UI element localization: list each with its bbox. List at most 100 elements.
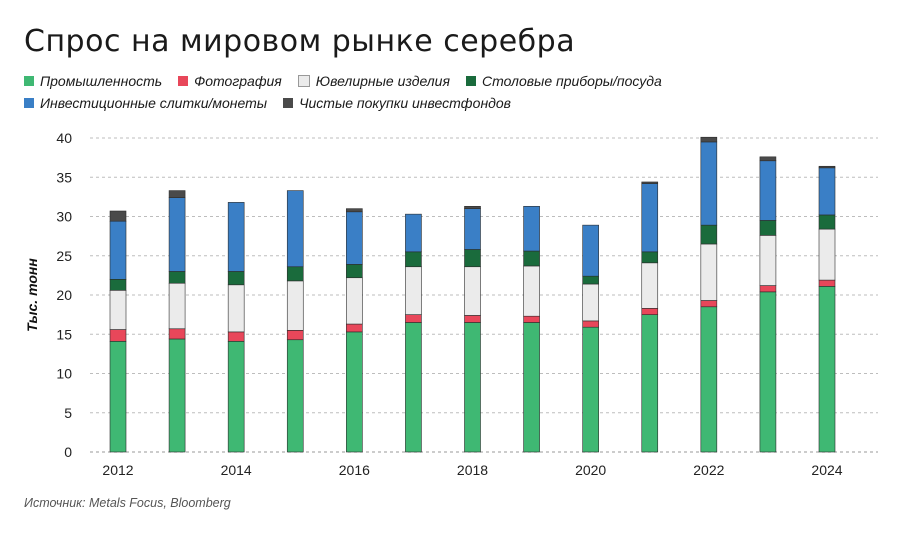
x-axis-ticks: 2012 2014 2016 2018 2020 2022 2024: [102, 462, 842, 478]
bar-segment: [346, 277, 363, 325]
chart-title: Спрос на мировом рынке серебра: [24, 24, 576, 59]
bar-segment: [227, 271, 245, 286]
y-tick-label: 40: [56, 130, 72, 146]
bar-segment: [464, 205, 481, 209]
bar-segment: [109, 329, 127, 342]
y-tick-label: 10: [56, 366, 72, 382]
bar-segment: [641, 181, 659, 184]
legend-label: Промышленность: [40, 73, 163, 89]
bar-segment: [700, 136, 718, 143]
bar-segment: [759, 220, 777, 236]
bar-segment: [582, 326, 599, 453]
bar-segment: [700, 141, 718, 226]
bar-segment: [168, 338, 186, 453]
bar-segment: [641, 262, 659, 309]
source-note: Источник: Metals Focus, Bloomberg: [24, 496, 231, 510]
y-tick-label: 0: [64, 444, 72, 460]
bar-segment: [464, 208, 481, 250]
legend-row-1: Промышленность Фотография Ювелирные изде…: [24, 70, 904, 92]
legend-item-jewelry: Ювелирные изделия: [297, 73, 450, 89]
gridlines: [90, 137, 878, 453]
x-tick-label: 2024: [811, 462, 842, 478]
y-tick-label: 35: [56, 169, 72, 185]
legend-swatch: [297, 75, 310, 87]
legend-swatch: [465, 76, 476, 86]
bar-segment: [405, 266, 422, 315]
bar-segment: [582, 224, 599, 277]
legend-item-investment: Инвестиционные слитки/монеты: [24, 95, 267, 111]
bar-segment: [109, 341, 127, 453]
bar-segment: [700, 224, 718, 245]
bars: [109, 136, 836, 453]
bar-segment: [523, 250, 540, 267]
y-tick-label: 25: [56, 248, 72, 264]
bar-segment: [641, 314, 659, 453]
legend-row-2: Инвестиционные слитки/монеты Чистые поку…: [24, 92, 904, 114]
bar-segment: [641, 183, 659, 253]
bar-segment: [464, 322, 481, 453]
bar-segment: [109, 278, 127, 291]
bar-segment: [168, 271, 186, 284]
bar-segment: [405, 314, 422, 323]
legend-label: Столовые приборы/посуда: [481, 73, 662, 89]
y-axis-ticks: 0 5 10 15 20 25 30 35 40: [56, 130, 72, 460]
bar-segment: [405, 213, 422, 253]
x-tick-label: 2014: [221, 462, 252, 478]
bar-segment: [109, 220, 127, 280]
legend-item-photography: Фотография: [178, 73, 282, 89]
legend-label: Чистые покупки инвестфондов: [299, 95, 511, 111]
legend-swatch: [24, 76, 34, 86]
bar-segment: [523, 205, 540, 252]
legend-label: Фотография: [194, 73, 282, 89]
bar-segment: [700, 300, 718, 308]
bar-segment: [346, 208, 363, 213]
legend-swatch: [178, 76, 189, 86]
bar-segment: [582, 275, 599, 285]
x-tick-label: 2012: [102, 462, 133, 478]
legend-item-silverware: Столовые приборы/посуда: [465, 73, 662, 89]
bar-segment: [405, 251, 422, 268]
legend-label: Ювелирные изделия: [315, 73, 450, 89]
bar-segment: [286, 330, 304, 341]
bar-segment: [346, 323, 363, 333]
bar-segment: [818, 279, 836, 287]
y-tick-label: 30: [56, 209, 72, 225]
bar-segment: [759, 291, 777, 453]
bar-segment: [227, 331, 245, 342]
bar-segment: [641, 251, 659, 264]
bar-segment: [818, 214, 836, 230]
bar-segment: [464, 315, 481, 323]
bar-segment: [109, 210, 127, 222]
bar-segment: [227, 341, 245, 453]
x-tick-label: 2016: [339, 462, 370, 478]
legend-label: Инвестиционные слитки/монеты: [40, 95, 268, 111]
bar-segment: [818, 286, 836, 453]
x-tick-label: 2020: [575, 462, 606, 478]
bar-segment: [227, 202, 245, 272]
bar-segment: [759, 156, 777, 162]
bar-segment: [286, 266, 304, 282]
bar-segment: [346, 211, 363, 265]
bar-segment: [168, 190, 186, 198]
bar-segment: [286, 190, 304, 268]
y-tick-label: 20: [56, 287, 72, 303]
bar-segment: [759, 235, 777, 286]
bar-segment: [523, 265, 540, 317]
y-axis-label: Тыс. тонн: [24, 258, 40, 332]
bar-segment: [109, 289, 127, 330]
legend-swatch: [283, 98, 294, 108]
bar-segment: [227, 284, 245, 333]
bar-segment: [818, 167, 836, 216]
y-tick-label: 5: [64, 405, 72, 421]
bar-segment: [168, 197, 186, 272]
bar-segment: [582, 320, 599, 328]
bar-segment: [818, 228, 836, 281]
bar-segment: [523, 315, 540, 323]
bar-segment: [700, 243, 718, 301]
bar-segment: [286, 280, 304, 331]
bar-segment: [700, 306, 718, 453]
bar-segment: [346, 264, 363, 279]
bar-segment: [168, 282, 186, 330]
bar-segment: [582, 283, 599, 322]
